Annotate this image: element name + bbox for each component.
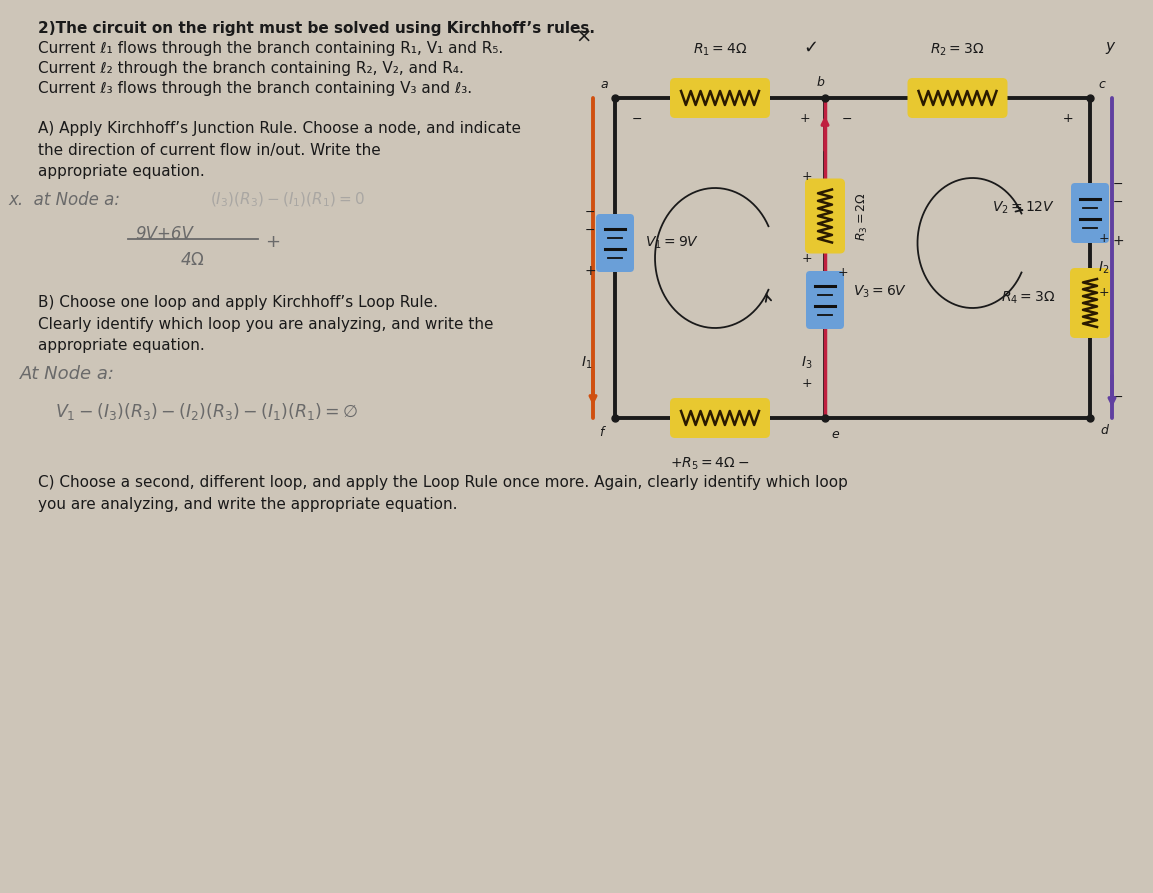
- Text: $+$: $+$: [837, 265, 849, 279]
- Text: c: c: [1098, 78, 1105, 91]
- Text: $-$: $-$: [585, 222, 596, 236]
- FancyBboxPatch shape: [806, 271, 844, 329]
- Text: B) Choose one loop and apply Kirchhoff’s Loop Rule.
Clearly identify which loop : B) Choose one loop and apply Kirchhoff’s…: [38, 295, 493, 354]
- Text: $-$: $-$: [1113, 195, 1123, 207]
- Text: $+R_5 = 4\Omega -$: $+R_5 = 4\Omega -$: [670, 456, 749, 472]
- Text: A) Apply Kirchhoff’s Junction Rule. Choose a node, and indicate
the direction of: A) Apply Kirchhoff’s Junction Rule. Choo…: [38, 121, 521, 179]
- Text: Current ℓ₃ flows through the branch containing V₃ and ℓ₃.: Current ℓ₃ flows through the branch cont…: [38, 81, 472, 96]
- Text: $+$: $+$: [801, 170, 813, 182]
- Text: $-$: $-$: [1062, 112, 1073, 125]
- Text: $V_1 - (I_3)(R_3) - (I_2)(R_3) - (I_1)(R_1) = \varnothing$: $V_1 - (I_3)(R_3) - (I_2)(R_3) - (I_1)(R…: [55, 401, 359, 422]
- Text: d: d: [1100, 424, 1108, 437]
- Text: $+$: $+$: [1098, 287, 1109, 299]
- Text: 9V+6V: 9V+6V: [135, 225, 193, 243]
- Text: $V_2 = 12V$: $V_2 = 12V$: [992, 200, 1055, 216]
- Text: $+$: $+$: [1062, 112, 1073, 125]
- Text: $-$: $-$: [842, 112, 852, 125]
- FancyBboxPatch shape: [596, 214, 634, 272]
- FancyBboxPatch shape: [805, 179, 845, 254]
- Text: f: f: [600, 426, 603, 439]
- Text: Current ℓ₂ through the branch containing R₂, V₂, and R₄.: Current ℓ₂ through the branch containing…: [38, 61, 464, 76]
- Text: $+$: $+$: [801, 252, 813, 264]
- Text: x.  at Node a:: x. at Node a:: [8, 191, 120, 209]
- FancyBboxPatch shape: [1070, 268, 1110, 338]
- Text: $+$: $+$: [1111, 234, 1124, 248]
- Text: $-$: $-$: [632, 112, 642, 125]
- Text: $-$: $-$: [585, 204, 596, 218]
- Text: $\checkmark$: $\checkmark$: [802, 38, 817, 56]
- Text: $+$: $+$: [801, 377, 813, 389]
- Text: $R_2 = 3\Omega$: $R_2 = 3\Omega$: [930, 42, 985, 58]
- Text: $+$: $+$: [583, 264, 596, 278]
- Text: 4$\Omega$: 4$\Omega$: [180, 251, 205, 269]
- Text: $(I_3)(R_3) - (I_1)(R_1) = 0$: $(I_3)(R_3) - (I_1)(R_1) = 0$: [210, 191, 364, 209]
- Text: $I_1$: $I_1$: [581, 355, 593, 371]
- Text: $V_1 = 9V$: $V_1 = 9V$: [645, 235, 699, 251]
- Text: C) Choose a second, different loop, and apply the Loop Rule once more. Again, cl: C) Choose a second, different loop, and …: [38, 475, 847, 512]
- Text: At Node a:: At Node a:: [20, 365, 115, 383]
- Text: $R_4 = 3\Omega$: $R_4 = 3\Omega$: [1001, 290, 1055, 306]
- Text: $-$: $-$: [1113, 389, 1123, 403]
- FancyBboxPatch shape: [907, 78, 1008, 118]
- Text: Current ℓ₁ flows through the branch containing R₁, V₁ and R₅.: Current ℓ₁ flows through the branch cont…: [38, 41, 503, 56]
- Text: $R_3 = 2\Omega$: $R_3 = 2\Omega$: [856, 191, 871, 240]
- Text: a: a: [600, 78, 608, 91]
- Text: $-$: $-$: [1113, 177, 1123, 189]
- FancyBboxPatch shape: [670, 398, 770, 438]
- Text: $I_2$: $I_2$: [1098, 260, 1109, 276]
- Text: b: b: [817, 76, 824, 89]
- Text: 2)The circuit on the right must be solved using Kirchhoff’s rules.: 2)The circuit on the right must be solve…: [38, 21, 595, 36]
- Text: $V_3 = 6V$: $V_3 = 6V$: [853, 284, 907, 300]
- Text: $R_1 = 4\Omega$: $R_1 = 4\Omega$: [693, 42, 747, 58]
- FancyBboxPatch shape: [670, 78, 770, 118]
- Text: $+$: $+$: [1098, 231, 1109, 245]
- Text: $\times$: $\times$: [575, 27, 590, 46]
- Text: +: +: [265, 233, 280, 251]
- Text: $y$: $y$: [1105, 40, 1116, 56]
- Text: $I_3$: $I_3$: [801, 355, 813, 371]
- Text: e: e: [831, 428, 838, 441]
- FancyBboxPatch shape: [1071, 183, 1109, 243]
- Text: $+$: $+$: [799, 112, 811, 125]
